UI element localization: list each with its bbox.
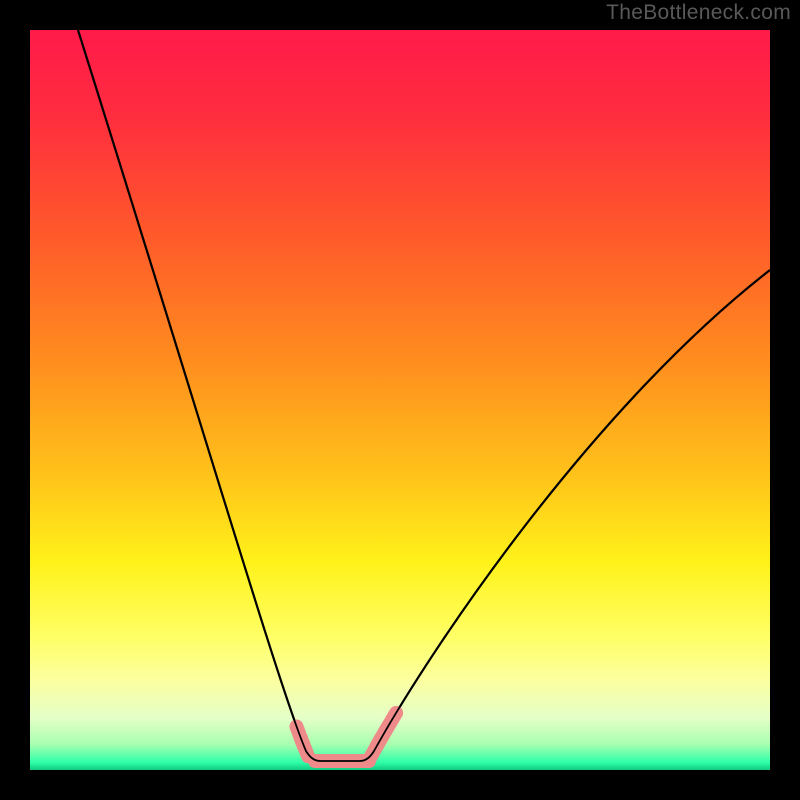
plot-background [30,30,770,770]
bottleneck-v-chart [0,0,800,800]
watermark-text: TheBottleneck.com [606,1,791,25]
chart-frame: TheBottleneck.com [0,0,800,800]
